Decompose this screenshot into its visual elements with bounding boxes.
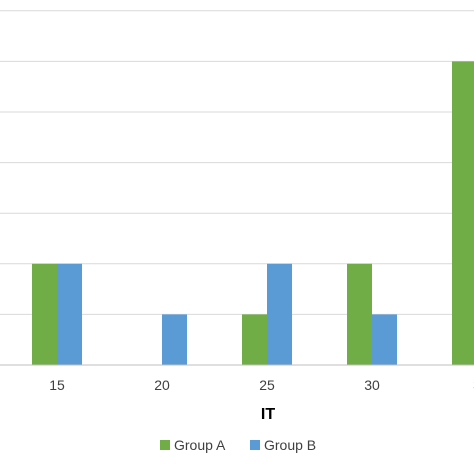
x-tick-label: 25 [259, 377, 275, 393]
legend-label-group-a: Group A [174, 437, 226, 453]
bar-group-b-30 [372, 314, 397, 365]
bars [32, 61, 474, 366]
bar-group-a-30 [347, 263, 372, 365]
legend-swatch-group-a [160, 440, 170, 450]
legend-label-group-b: Group B [264, 437, 316, 453]
legend: Group A Group B [160, 437, 316, 453]
bar-group-b-25 [267, 263, 292, 365]
bar-group-b-15 [57, 263, 82, 365]
x-tick-label: 20 [154, 377, 170, 393]
x-tick-label: 30 [364, 377, 380, 393]
bar-group-a-3 [452, 61, 474, 366]
x-tick-labels: 152025303 [49, 377, 474, 393]
bar-group-a-15 [32, 263, 57, 365]
x-tick-label: 15 [49, 377, 65, 393]
bar-group-b-20 [162, 314, 187, 365]
legend-swatch-group-b [250, 440, 260, 450]
bar-group-a-25 [242, 314, 267, 365]
x-axis-title: IT [261, 406, 275, 423]
